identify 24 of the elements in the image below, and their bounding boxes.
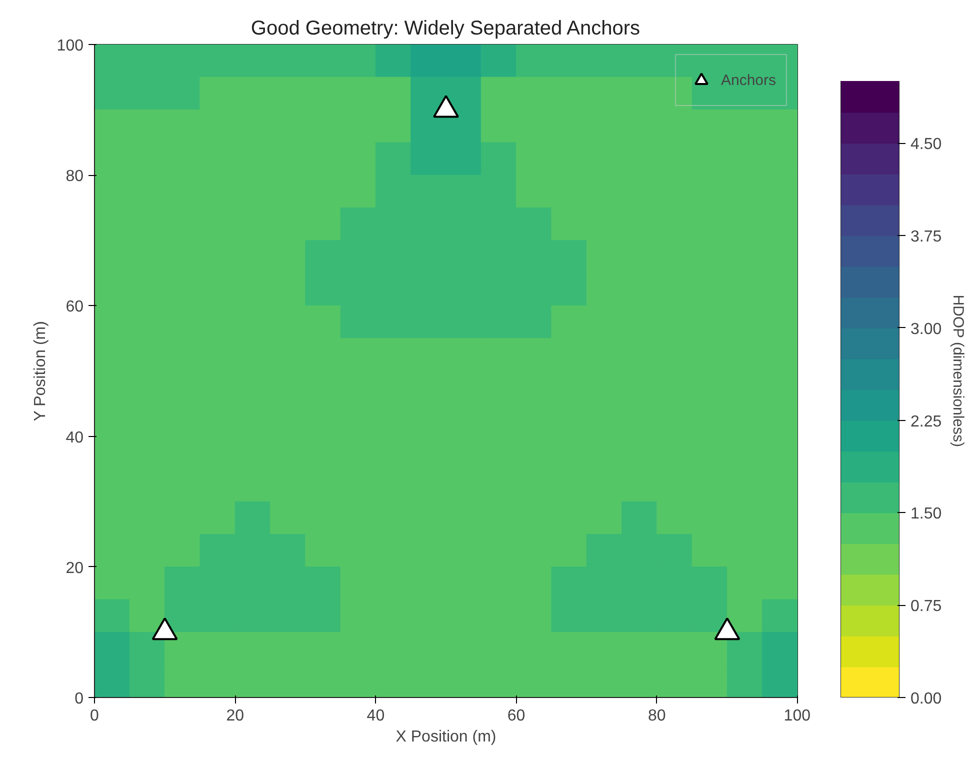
y-tick-label: 20 (66, 560, 84, 577)
y-tick-label: 100 (56, 38, 84, 54)
y-tick-label: 0 (74, 690, 84, 708)
x-tick-label: 80 (648, 708, 666, 724)
color-bar-label: 3.00 (910, 320, 942, 338)
x-tick-label: 100 (784, 708, 811, 724)
legend-label: Anchors (720, 72, 776, 88)
x-axis-title: X Position (m) (396, 728, 496, 746)
x-tick-label: 60 (507, 708, 526, 724)
color-bar-label: 1.50 (910, 506, 942, 523)
y-axis-title: Y Position (m) (32, 321, 49, 422)
color-bar-label: 2.25 (910, 413, 942, 430)
x-tick-label: 0 (90, 708, 100, 724)
color-bar-label: 0.00 (910, 690, 942, 708)
y-tick-label: 60 (66, 298, 84, 316)
chart-title: Good Geometry: Widely Separated Anchors (250, 18, 640, 40)
color-bar-label: 3.75 (910, 228, 942, 246)
color-bar-label: 4.50 (910, 136, 942, 154)
x-tick-label: 20 (226, 708, 244, 724)
color-bar-title: HDOP (dimensionless) (950, 294, 967, 448)
y-tick-label: 40 (66, 429, 84, 446)
y-tick-label: 80 (66, 168, 84, 186)
color-bar-label: 0.75 (910, 598, 942, 616)
x-tick-label: 40 (366, 708, 385, 724)
